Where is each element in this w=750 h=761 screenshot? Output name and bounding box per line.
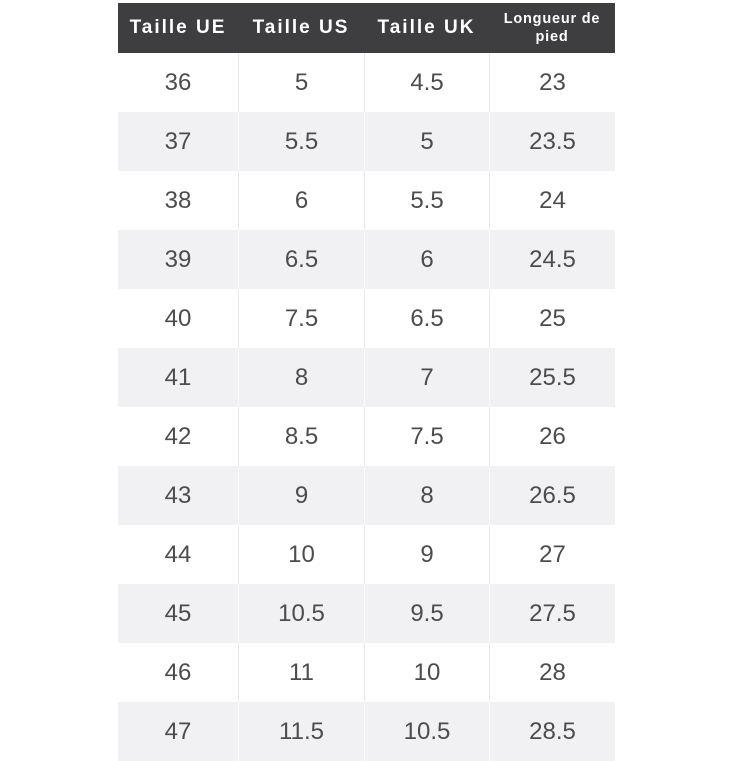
- header-taille-us: Taille US: [252, 17, 350, 38]
- table-cell: 23: [489, 53, 615, 112]
- table-cell: 39: [164, 245, 192, 273]
- table-cell: 10: [364, 643, 489, 702]
- table-cell: 7.5: [364, 407, 489, 466]
- header-taille-ue: Taille UE: [129, 17, 227, 38]
- table-cell: 11.5: [238, 702, 364, 761]
- table-cell: 25: [489, 289, 615, 348]
- table-cell: 5.5: [238, 112, 364, 171]
- table-header: Taille UE Taille US Taille UK Longueur d…: [118, 3, 615, 53]
- table-row: 41 8 7 25.5: [118, 348, 615, 407]
- table-cell: 10.5: [364, 702, 489, 761]
- table-cell: 27: [489, 525, 615, 584]
- table-cell: 4.5: [364, 53, 489, 112]
- table-cell: 38: [164, 186, 192, 214]
- table-cell: 5: [364, 112, 489, 171]
- table-cell: 47: [164, 717, 192, 745]
- table-cell: 23.5: [489, 112, 615, 171]
- table-row: 37 5.5 5 23.5: [118, 112, 615, 171]
- table-cell: 10.5: [238, 584, 364, 643]
- table-cell: 9: [364, 525, 489, 584]
- table-cell: 7.5: [238, 289, 364, 348]
- table-cell: 46: [164, 658, 192, 686]
- table-cell: 7: [364, 348, 489, 407]
- table-cell: 26: [489, 407, 615, 466]
- table-row: 42 8.5 7.5 26: [118, 407, 615, 466]
- table-cell: 6: [238, 171, 364, 230]
- table-row: 45 10.5 9.5 27.5: [118, 584, 615, 643]
- table-cell: 43: [164, 481, 192, 509]
- shoe-size-conversion-table: Taille UE Taille US Taille UK Longueur d…: [118, 3, 615, 761]
- table-cell: 40: [164, 304, 192, 332]
- table-row: 44 10 9 27: [118, 525, 615, 584]
- table-cell: 8: [238, 348, 364, 407]
- table-cell: 11: [238, 643, 364, 702]
- table-cell: 25.5: [489, 348, 615, 407]
- table-row: 38 6 5.5 24: [118, 171, 615, 230]
- table-row: 43 9 8 26.5: [118, 466, 615, 525]
- table-cell: 10: [238, 525, 364, 584]
- table-cell: 24.5: [489, 230, 615, 289]
- table-cell: 8: [364, 466, 489, 525]
- table-cell: 28: [489, 643, 615, 702]
- table-cell: 9: [238, 466, 364, 525]
- table-cell: 42: [164, 422, 192, 450]
- table-cell: 8.5: [238, 407, 364, 466]
- table-cell: 37: [164, 127, 192, 155]
- table-row: 46 11 10 28: [118, 643, 615, 702]
- header-longueur-de-pied: Longueur de pied: [503, 10, 601, 45]
- table-body: 36 5 4.5 23 37 5.5 5 23.5 38 6 5.5 24 39 6.5 6 24.5 40 7.…: [118, 53, 615, 761]
- table-cell: 45: [164, 599, 192, 627]
- header-taille-uk: Taille UK: [377, 17, 476, 38]
- table-cell: 36: [164, 68, 192, 96]
- table-row: 36 5 4.5 23: [118, 53, 615, 112]
- table-cell: 26.5: [489, 466, 615, 525]
- table-cell: 41: [164, 363, 192, 391]
- table-cell: 6: [364, 230, 489, 289]
- table-row: 40 7.5 6.5 25: [118, 289, 615, 348]
- table-row: 39 6.5 6 24.5: [118, 230, 615, 289]
- table-cell: 28.5: [489, 702, 615, 761]
- table-cell: 27.5: [489, 584, 615, 643]
- table-cell: 9.5: [364, 584, 489, 643]
- table-cell: 5: [238, 53, 364, 112]
- table-cell: 5.5: [364, 171, 489, 230]
- table-cell: 24: [489, 171, 615, 230]
- table-cell: 44: [164, 540, 192, 568]
- table-row: 47 11.5 10.5 28.5: [118, 702, 615, 761]
- table-cell: 6.5: [238, 230, 364, 289]
- table-cell: 6.5: [364, 289, 489, 348]
